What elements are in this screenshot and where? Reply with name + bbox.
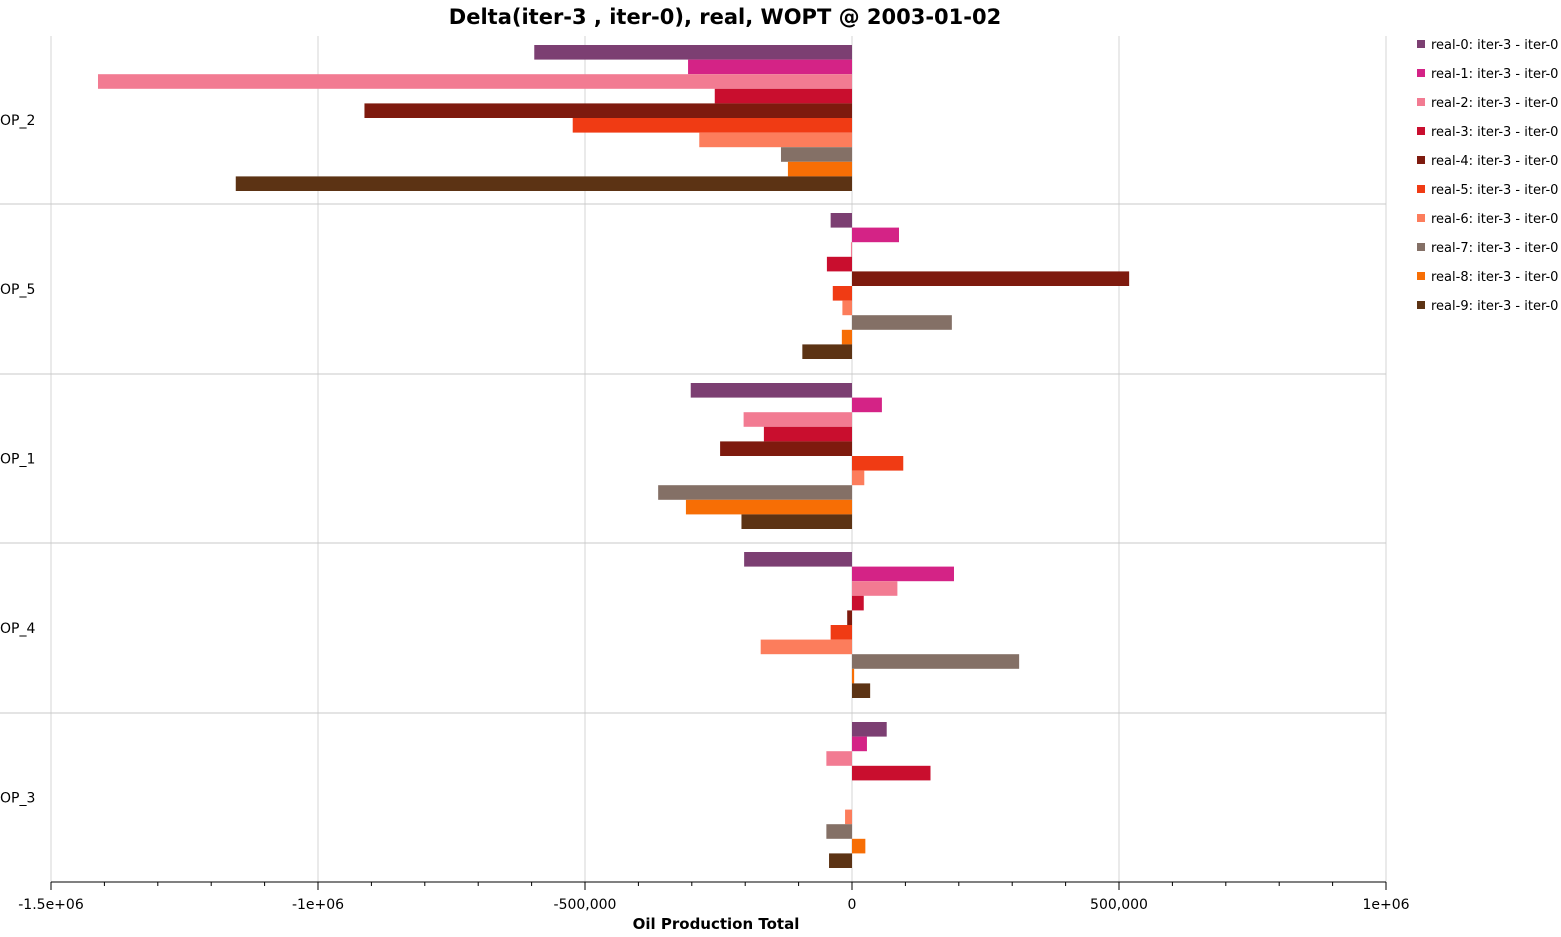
legend-swatch bbox=[1417, 40, 1425, 48]
bar bbox=[852, 456, 904, 471]
bar bbox=[852, 581, 898, 596]
x-tick-label: 500,000 bbox=[1090, 897, 1148, 913]
grid-lines bbox=[0, 36, 1387, 882]
bar bbox=[852, 722, 887, 737]
bar bbox=[852, 470, 865, 486]
bar bbox=[841, 329, 852, 345]
chart-title: Delta(iter-3 , iter-0), real, WOPT @ 200… bbox=[449, 5, 1001, 29]
category-label: OP_2 bbox=[0, 113, 35, 129]
bar bbox=[685, 499, 852, 515]
bar bbox=[714, 88, 852, 104]
bar bbox=[852, 838, 866, 854]
bar bbox=[534, 45, 852, 60]
legend-label: real-6: iter-3 - iter-0 bbox=[1431, 212, 1558, 227]
legend-swatch bbox=[1417, 272, 1425, 280]
bar bbox=[852, 595, 864, 611]
legend-swatch bbox=[1417, 69, 1425, 77]
x-tick-label: -1e+06 bbox=[292, 897, 344, 913]
bar bbox=[829, 853, 852, 868]
bar bbox=[744, 552, 852, 567]
bar bbox=[826, 824, 852, 839]
bar bbox=[787, 161, 852, 177]
bar bbox=[235, 176, 853, 191]
bar bbox=[826, 751, 852, 766]
bar bbox=[688, 59, 852, 75]
bars-group bbox=[97, 45, 1130, 868]
x-axis-label: Oil Production Total bbox=[633, 915, 800, 933]
bar bbox=[97, 74, 852, 89]
legend-label: real-2: iter-3 - iter-0 bbox=[1431, 96, 1558, 111]
bar bbox=[852, 271, 1130, 286]
bar bbox=[852, 765, 931, 781]
legend-swatch bbox=[1417, 127, 1425, 135]
legend-swatch bbox=[1417, 301, 1425, 309]
legend-swatch bbox=[1417, 156, 1425, 164]
bar bbox=[852, 736, 867, 752]
bar bbox=[832, 286, 852, 301]
legend: real-0: iter-3 - iter-0 real-1: iter-3 - … bbox=[1417, 38, 1558, 314]
legend-swatch bbox=[1417, 185, 1425, 193]
category-label: OP_4 bbox=[0, 621, 35, 637]
legend-label: real-5: iter-3 - iter-0 bbox=[1431, 183, 1558, 198]
bar bbox=[690, 383, 852, 398]
legend-label: real-9: iter-3 - iter-0 bbox=[1431, 299, 1558, 314]
bar bbox=[760, 639, 852, 655]
bar bbox=[842, 300, 852, 316]
bar bbox=[364, 103, 852, 118]
category-label: OP_1 bbox=[0, 452, 35, 468]
bar bbox=[845, 809, 852, 825]
legend-swatch bbox=[1417, 214, 1425, 222]
category-label: OP_3 bbox=[0, 791, 35, 807]
bar bbox=[741, 514, 852, 529]
bar bbox=[850, 242, 852, 257]
x-tick-label: -500,000 bbox=[554, 897, 617, 913]
legend-label: real-0: iter-3 - iter-0 bbox=[1431, 38, 1558, 53]
bar bbox=[720, 441, 852, 456]
bar bbox=[852, 654, 1020, 669]
bar bbox=[830, 625, 852, 640]
bar bbox=[847, 610, 852, 625]
bar bbox=[699, 132, 852, 148]
bar bbox=[658, 485, 852, 500]
legend-label: real-4: iter-3 - iter-0 bbox=[1431, 154, 1558, 169]
legend-label: real-3: iter-3 - iter-0 bbox=[1431, 125, 1558, 140]
bar bbox=[852, 227, 899, 243]
category-label: OP_5 bbox=[0, 282, 35, 298]
legend-swatch bbox=[1417, 98, 1425, 106]
category-labels: OP_2 OP_5 OP_1 OP_4 OP_3 bbox=[0, 113, 35, 807]
bar bbox=[572, 118, 852, 133]
bar bbox=[852, 566, 954, 582]
bar bbox=[763, 426, 852, 442]
axes-group: -1.5e+06 -1e+06 -500,000 0 500,000 1e+06 bbox=[18, 881, 1410, 913]
bar bbox=[780, 147, 852, 162]
bar bbox=[802, 344, 852, 359]
bar bbox=[852, 668, 855, 684]
x-tick-label: 1e+06 bbox=[1362, 897, 1409, 913]
x-tick-label: -1.5e+06 bbox=[18, 897, 84, 913]
x-tick-label: 0 bbox=[848, 897, 857, 913]
bar bbox=[852, 397, 882, 413]
bar bbox=[826, 256, 852, 272]
bar bbox=[852, 683, 871, 698]
bar bbox=[743, 412, 852, 427]
bar bbox=[830, 213, 852, 228]
legend-label: real-8: iter-3 - iter-0 bbox=[1431, 270, 1558, 285]
legend-label: real-1: iter-3 - iter-0 bbox=[1431, 67, 1558, 82]
legend-swatch bbox=[1417, 243, 1425, 251]
legend-label: real-7: iter-3 - iter-0 bbox=[1431, 241, 1558, 256]
bar bbox=[852, 315, 952, 330]
